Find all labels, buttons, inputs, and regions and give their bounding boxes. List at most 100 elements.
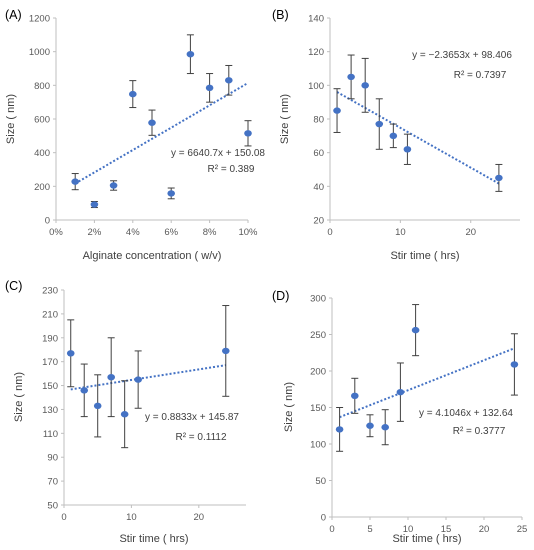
y-tick-label: 1000	[29, 47, 50, 58]
trendline	[74, 82, 249, 185]
y-tick-label: 200	[34, 182, 50, 193]
y-tick-label: 100	[310, 440, 326, 451]
y-tick-label: 200	[310, 367, 326, 378]
x-tick-label: 0%	[49, 227, 63, 238]
y-tick-label: 0	[321, 513, 326, 524]
y-tick-label: 140	[308, 14, 324, 25]
data-point	[225, 77, 233, 84]
data-point	[347, 73, 355, 81]
y-axis-label: Size ( nm)	[279, 94, 291, 144]
data-point	[90, 201, 99, 208]
x-tick-label: 10	[126, 512, 137, 523]
y-tick-label: 300	[310, 294, 326, 305]
y-tick-label: 80	[313, 115, 324, 126]
y-axis-label: Size ( nm)	[13, 372, 25, 422]
y-axis-label: Size ( nm)	[283, 382, 295, 432]
trendline-equation: y = 0.8833x + 145.87	[145, 412, 239, 423]
r-squared-label: R² = 0.7397	[454, 70, 507, 81]
chart-panel-0: (A) 0 200 400 600 800 1000 1200 0% 2% 4% 6% 8% 10% Alg…	[5, 8, 265, 262]
y-tick-label: 1200	[29, 14, 50, 25]
x-axis-label: Stir time ( hrs)	[119, 533, 188, 545]
x-axis-label: Stir time ( hrs)	[390, 250, 459, 262]
y-tick-label: 230	[42, 286, 58, 297]
y-axis-label: Size ( nm)	[5, 94, 17, 144]
y-tick-label: 150	[42, 381, 58, 392]
data-point	[66, 350, 75, 357]
x-axis-label: Alginate concentration ( w/v)	[83, 250, 222, 262]
data-point	[186, 50, 195, 58]
x-tick-label: 15	[441, 524, 452, 535]
r-squared-label: R² = 0.1112	[175, 432, 226, 443]
data-point	[107, 373, 115, 381]
y-tick-label: 70	[47, 477, 58, 488]
x-tick-label: 8%	[203, 227, 217, 238]
panel-label: (B)	[272, 8, 289, 22]
chart-panel-3: (D) 0 50 100 150 200 250 300 0 5 10 15 20 25 Stir time…	[272, 289, 527, 545]
chart-panel-1: (B) 20 40 60 80 100 120 140 0 10 20 Stir time ( hrs…	[272, 8, 520, 262]
data-point	[109, 182, 118, 189]
data-point	[361, 82, 369, 89]
y-tick-label: 50	[47, 501, 58, 512]
y-tick-label: 20	[313, 216, 324, 227]
x-tick-label: 4%	[126, 227, 140, 238]
trendline-equation: y = 4.1046x + 132.64	[419, 408, 513, 419]
y-tick-label: 130	[42, 405, 58, 416]
y-tick-label: 0	[45, 216, 50, 227]
x-tick-label: 0	[329, 524, 334, 535]
data-point	[411, 326, 420, 334]
y-tick-label: 90	[47, 453, 58, 464]
data-point	[205, 84, 214, 92]
r-squared-label: R² = 0.389	[208, 164, 255, 175]
trendline	[70, 364, 226, 391]
data-point	[167, 190, 175, 197]
panel-label: (A)	[5, 8, 22, 22]
data-point	[335, 426, 344, 433]
data-point	[381, 424, 390, 431]
y-tick-label: 60	[313, 148, 324, 159]
y-tick-label: 50	[315, 476, 326, 487]
data-point	[148, 119, 156, 126]
x-axis-label: Stir time ( hrs)	[392, 533, 461, 545]
trendline-equation: y = −2.3653x + 98.406	[412, 50, 512, 61]
x-tick-label: 10%	[238, 227, 258, 238]
panel-label: (D)	[272, 289, 289, 303]
data-point	[244, 130, 252, 137]
x-tick-label: 20	[194, 512, 205, 523]
data-point	[375, 120, 384, 128]
y-tick-label: 100	[308, 81, 324, 92]
data-point	[129, 90, 137, 98]
trendline	[339, 347, 515, 419]
data-point	[396, 388, 405, 396]
y-tick-label: 250	[310, 330, 326, 341]
data-point	[389, 132, 398, 140]
data-point	[510, 361, 519, 368]
panel-label: (C)	[5, 279, 22, 293]
x-tick-label: 5	[367, 524, 372, 535]
data-point	[403, 146, 412, 153]
trendline	[336, 91, 500, 185]
x-tick-label: 6%	[164, 227, 178, 238]
y-tick-label: 400	[34, 148, 50, 159]
y-tick-label: 110	[43, 429, 58, 440]
chart-panel-2: (C) 50 70 90 110 130 150 170 190 210 230 0 10 20 Stir …	[5, 279, 246, 545]
trendline-equation: y = 6640.7x + 150.08	[171, 148, 265, 159]
y-tick-label: 190	[42, 333, 58, 344]
y-tick-label: 800	[34, 81, 50, 92]
data-point	[71, 178, 79, 185]
y-tick-label: 150	[310, 403, 326, 414]
y-tick-label: 40	[313, 182, 324, 193]
data-point	[80, 387, 89, 394]
x-tick-label: 25	[517, 524, 528, 535]
x-tick-label: 20	[479, 524, 490, 535]
r-squared-label: R² = 0.3777	[453, 426, 506, 437]
data-point	[221, 347, 230, 355]
x-tick-label: 10	[403, 524, 414, 535]
y-tick-label: 600	[34, 115, 50, 126]
data-point	[366, 422, 374, 429]
data-point	[495, 174, 503, 182]
x-tick-label: 20	[465, 227, 476, 238]
data-point	[333, 107, 341, 114]
y-tick-label: 210	[42, 309, 58, 320]
x-tick-label: 10	[395, 227, 406, 238]
